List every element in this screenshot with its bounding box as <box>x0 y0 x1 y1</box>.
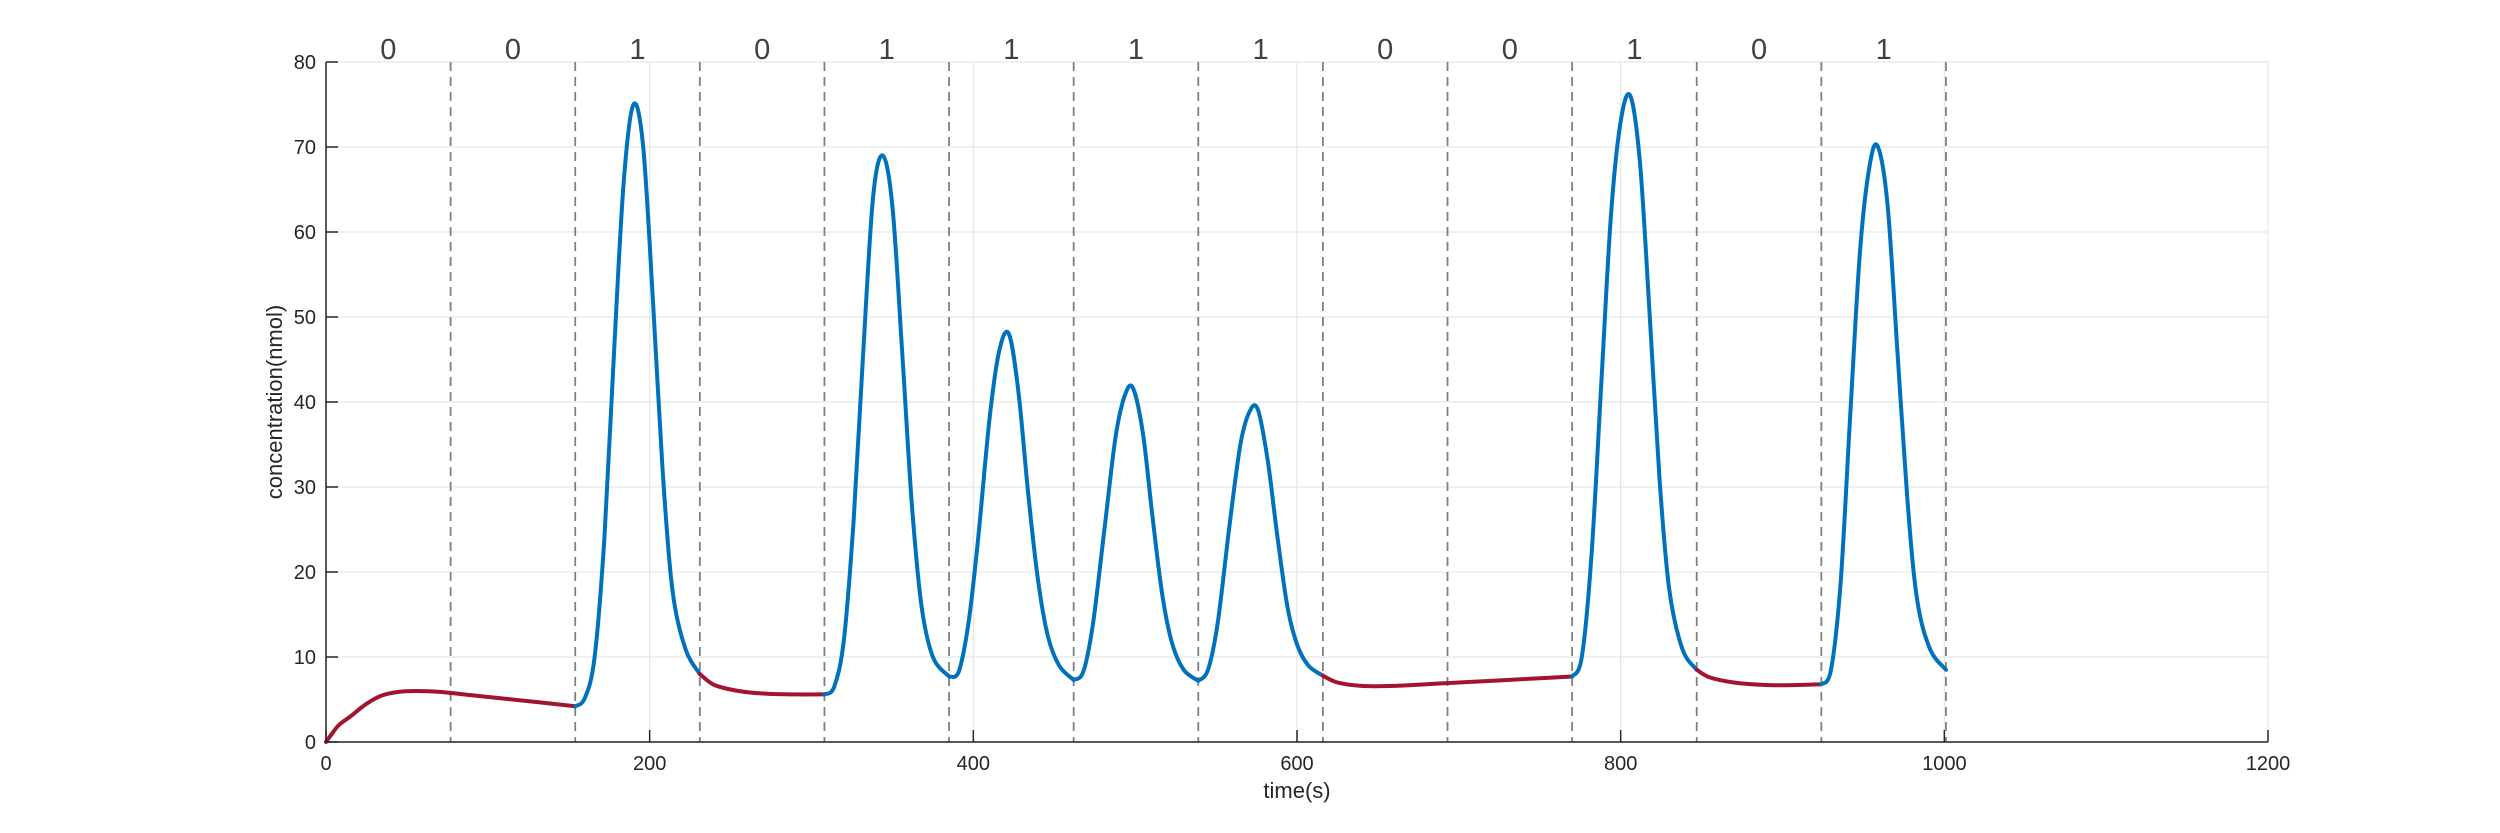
y-tick-label: 70 <box>294 137 316 159</box>
bit1-series-line <box>1071 383 1201 683</box>
x-axis-title: time(s) <box>1263 778 1330 803</box>
y-axis-title: concentration(nmol) <box>262 305 287 499</box>
x-tick-label: 0 <box>320 753 331 775</box>
y-tick-label: 10 <box>294 647 316 669</box>
bit-boundaries <box>449 62 1947 742</box>
x-tick-label: 200 <box>633 753 666 775</box>
x-tick-label: 800 <box>1604 753 1637 775</box>
y-tick-label: 20 <box>294 562 316 584</box>
x-tick-label: 1200 <box>2246 753 2291 775</box>
bit-label: 1 <box>629 34 645 66</box>
bit0-series-line <box>1320 673 1575 689</box>
x-tick-label: 1000 <box>1922 753 1967 775</box>
x-tick-label: 400 <box>957 753 990 775</box>
bit0-series-line <box>697 672 827 697</box>
y-tick-label: 80 <box>294 52 316 74</box>
bit0-series-line <box>1694 667 1824 688</box>
bit-label: 0 <box>1751 34 1767 66</box>
bit-label: 1 <box>1128 34 1144 66</box>
y-tick-label: 30 <box>294 477 316 499</box>
bit1-series-line <box>822 153 952 697</box>
bit-label: 1 <box>1626 34 1642 66</box>
bit-labels: 0 0 1 0 1 1 1 1 0 0 1 0 1 <box>380 34 1891 66</box>
bit1-series-line <box>573 101 702 709</box>
bit-label: 0 <box>1377 34 1393 66</box>
bit-label: 1 <box>879 34 895 66</box>
bit-label: 0 <box>754 34 770 66</box>
y-tick-label: 0 <box>305 732 316 754</box>
y-tick-label: 50 <box>294 307 316 329</box>
bit1-series-line <box>947 329 1076 682</box>
bit1-series-line <box>1819 142 1948 687</box>
bit-label: 0 <box>1502 34 1518 66</box>
x-tick-label: 600 <box>1280 753 1313 775</box>
bit-label: 1 <box>1003 34 1019 66</box>
bit-label: 1 <box>1253 34 1269 66</box>
bit1-series-line <box>1570 92 1699 679</box>
tick-labels: 0 200 400 600 800 1000 1200 0 10 20 30 40 50 60 70 80 <box>294 52 2291 775</box>
bit-label: 0 <box>505 34 521 66</box>
y-tick-label: 40 <box>294 392 316 414</box>
series-lines <box>324 92 1948 744</box>
axes <box>325 61 2269 743</box>
bit1-series-line <box>1196 403 1325 683</box>
bit0-series-line <box>324 689 578 744</box>
bit-label: 1 <box>1876 34 1892 66</box>
y-tick-label: 60 <box>294 222 316 244</box>
bit-label: 0 <box>380 34 396 66</box>
